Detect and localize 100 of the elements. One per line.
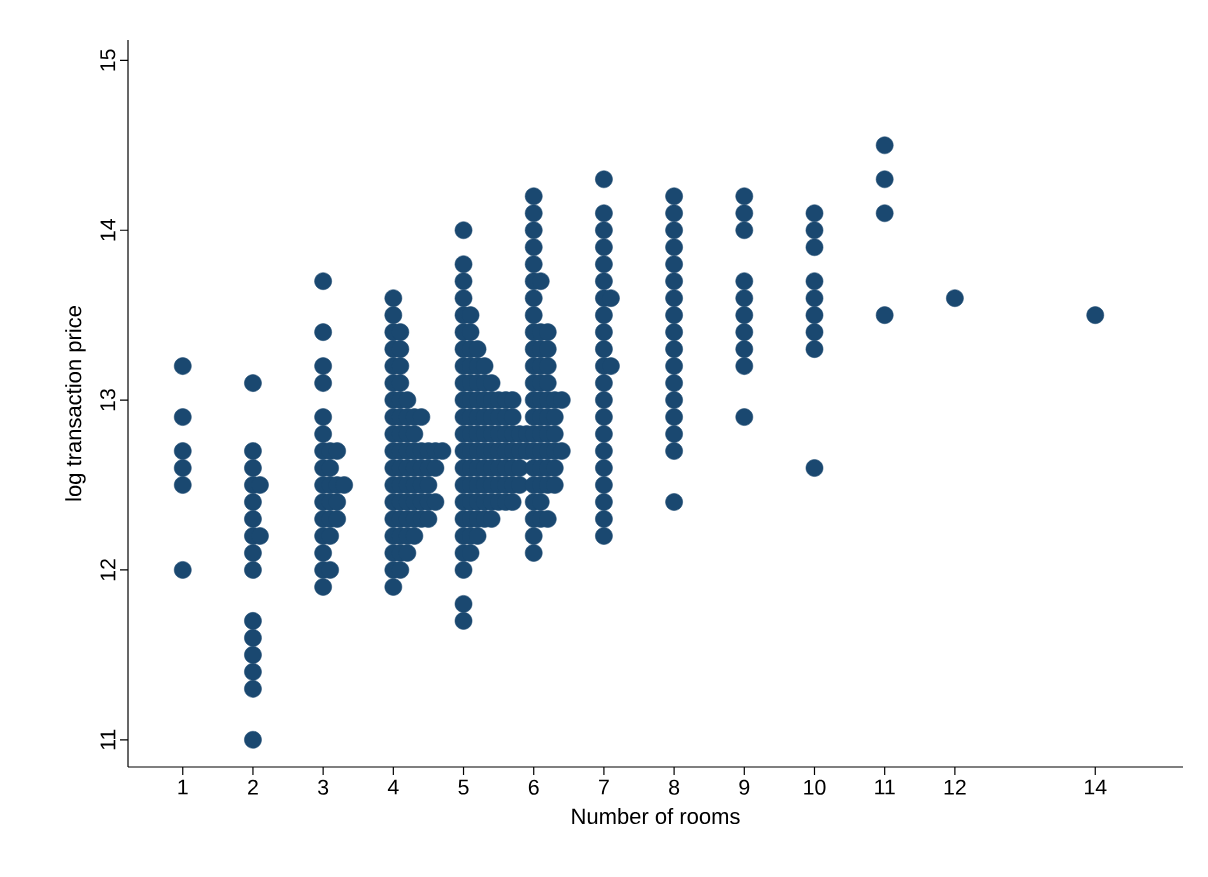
point: [524, 187, 543, 206]
point: [244, 459, 262, 477]
x-tick-label: 5: [458, 779, 469, 795]
point: [314, 408, 332, 426]
point: [524, 527, 543, 545]
point: [244, 646, 262, 664]
point: [173, 357, 192, 375]
point: [524, 289, 543, 307]
point: [875, 204, 894, 223]
point: [665, 340, 683, 358]
point: [735, 340, 754, 358]
point: [735, 306, 754, 324]
point: [595, 510, 613, 528]
point: [595, 527, 613, 545]
x-tick-label: 12: [944, 779, 966, 795]
x-tick-label: 1: [178, 779, 188, 795]
x-tick-label: 9: [739, 779, 750, 795]
point: [735, 408, 754, 426]
point: [314, 323, 332, 341]
point: [244, 663, 262, 681]
point: [665, 323, 683, 341]
point: [524, 544, 543, 562]
point: [524, 221, 543, 240]
point: [665, 221, 683, 240]
point: [173, 459, 192, 477]
point: [595, 204, 613, 223]
point: [735, 272, 754, 290]
point: [665, 374, 683, 392]
point: [173, 561, 192, 579]
point: [595, 323, 613, 341]
point: [595, 238, 613, 257]
point: [244, 612, 262, 630]
point: [665, 238, 683, 257]
point: [314, 578, 332, 596]
point: [805, 323, 824, 341]
point: [173, 408, 192, 426]
point: [665, 493, 683, 511]
point: [1086, 306, 1105, 324]
point: [665, 306, 683, 324]
point: [595, 170, 613, 189]
point: [595, 459, 613, 477]
point: [805, 204, 824, 223]
point: [735, 187, 754, 206]
point: [805, 238, 824, 257]
point: [314, 357, 332, 375]
point: [244, 493, 262, 511]
point: [735, 289, 754, 307]
y-tick-label: 12: [100, 559, 116, 581]
point: [665, 204, 683, 223]
point: [665, 255, 683, 273]
point: [244, 731, 262, 749]
point: [805, 289, 824, 307]
point: [595, 425, 613, 443]
x-axis-title: Number of rooms: [572, 807, 740, 825]
point: [314, 272, 332, 290]
point: [524, 306, 543, 324]
point: [595, 255, 613, 273]
point: [805, 306, 824, 324]
point: [595, 272, 613, 290]
point: [595, 408, 613, 426]
point: [665, 272, 683, 290]
y-tick-label: 11: [100, 729, 116, 750]
point: [665, 357, 683, 375]
point: [735, 204, 754, 223]
point: [244, 442, 262, 460]
point: [314, 425, 332, 443]
y-tick-label: 13: [100, 389, 116, 411]
x-tick-label: 11: [875, 779, 895, 795]
point: [244, 544, 262, 562]
point: [314, 544, 332, 562]
point: [595, 442, 613, 460]
point: [665, 442, 683, 460]
point: [173, 476, 192, 494]
point: [595, 476, 613, 494]
point: [244, 374, 262, 392]
point: [665, 425, 683, 443]
point: [595, 221, 613, 240]
point: [665, 289, 683, 307]
point: [595, 391, 613, 409]
point: [244, 680, 262, 698]
point: [524, 238, 543, 257]
point: [244, 629, 262, 647]
x-tick-label: 7: [599, 779, 609, 795]
x-tick-label: 6: [528, 779, 539, 795]
point: [735, 221, 754, 240]
y-tick-label: 15: [100, 49, 116, 71]
point: [173, 442, 192, 460]
x-tick-label: 3: [318, 779, 329, 795]
point: [524, 255, 543, 273]
point: [805, 272, 824, 290]
point: [314, 374, 332, 392]
point: [665, 408, 683, 426]
x-tick-label: 14: [1085, 779, 1107, 795]
y-axis-title: log transaction price: [65, 306, 86, 501]
point: [665, 391, 683, 409]
point: [595, 306, 613, 324]
y-tick-label: 14: [100, 219, 116, 241]
point: [595, 374, 613, 392]
point: [524, 204, 543, 223]
point: [665, 187, 683, 206]
